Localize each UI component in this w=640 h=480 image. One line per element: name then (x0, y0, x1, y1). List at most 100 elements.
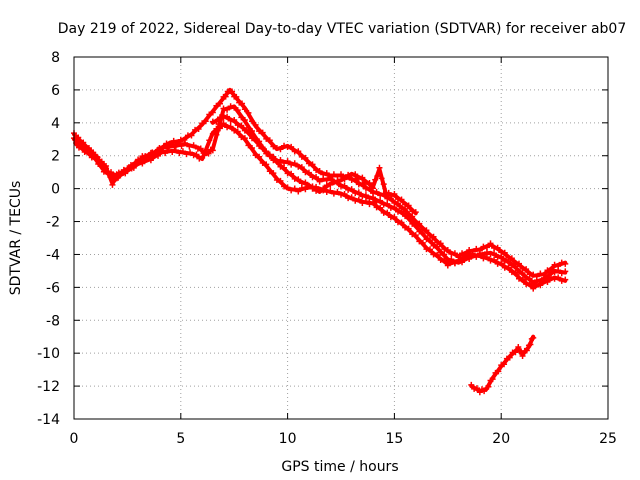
data-point (98, 162, 105, 169)
data-point (85, 149, 92, 156)
data-point (245, 129, 252, 136)
data-point (273, 176, 280, 183)
data-point (489, 376, 496, 383)
data-point (187, 149, 194, 156)
x-tick-label: 10 (279, 431, 297, 447)
data-point (227, 123, 234, 130)
data-point (409, 208, 416, 215)
data-point (234, 128, 241, 135)
data-point (186, 143, 193, 150)
data-point (555, 274, 562, 281)
data-point (508, 255, 515, 262)
series-track-a (71, 87, 569, 280)
data-point (498, 362, 505, 369)
data-point (288, 187, 295, 194)
data-point (266, 137, 273, 144)
data-point (323, 170, 330, 177)
data-point (78, 144, 85, 151)
data-point (348, 172, 355, 179)
data-point (412, 222, 419, 229)
data-point (295, 176, 302, 183)
data-point (526, 275, 533, 282)
data-point (485, 383, 492, 390)
data-point (471, 385, 478, 392)
data-point (334, 179, 341, 186)
data-point (402, 224, 409, 231)
data-point (220, 114, 227, 121)
data-point (469, 250, 476, 257)
data-point (252, 136, 259, 143)
data-point (270, 143, 277, 150)
data-point (147, 157, 154, 164)
data-point (224, 124, 231, 131)
data-point (430, 233, 437, 240)
data-point (523, 266, 530, 273)
data-point (330, 190, 337, 197)
data-point (501, 249, 508, 256)
data-point (338, 191, 344, 198)
data-point (330, 178, 337, 185)
data-point (92, 154, 99, 161)
data-point (473, 385, 480, 392)
data-point (548, 274, 555, 281)
data-point (348, 186, 355, 193)
data-point (284, 184, 291, 191)
data-point (199, 120, 206, 127)
data-point (122, 170, 129, 177)
data-point (338, 183, 344, 190)
data-point (165, 147, 172, 154)
data-point (323, 189, 330, 196)
data-point (316, 178, 323, 185)
data-point (231, 127, 238, 134)
data-point (558, 270, 565, 277)
data-point (167, 142, 174, 149)
data-point (139, 153, 146, 160)
data-point (537, 282, 544, 289)
data-point (155, 152, 162, 159)
data-point (398, 208, 405, 215)
data-point (385, 189, 392, 196)
data-point (494, 260, 501, 267)
data-point (231, 116, 238, 123)
data-point (327, 187, 334, 194)
data-point (327, 174, 334, 181)
data-point (362, 192, 369, 199)
data-point (495, 368, 502, 375)
data-point (473, 253, 480, 260)
data-point (558, 277, 565, 284)
data-point (391, 191, 398, 198)
data-point (476, 251, 483, 258)
x-tick-label: 15 (385, 431, 403, 447)
data-point (249, 127, 255, 134)
data-point (444, 262, 451, 269)
data-point (256, 128, 263, 135)
data-point (512, 270, 519, 276)
data-point (327, 181, 334, 188)
data-point (468, 381, 475, 388)
data-point (341, 182, 348, 189)
data-point (176, 150, 183, 157)
data-point (501, 361, 508, 368)
data-point (491, 256, 498, 263)
data-point (320, 175, 327, 182)
data-point (266, 168, 273, 175)
data-point (224, 113, 231, 120)
data-point (345, 195, 352, 202)
data-point (384, 209, 391, 216)
data-point (555, 267, 562, 274)
data-point (241, 135, 248, 142)
data-point (209, 109, 216, 116)
data-point (487, 251, 494, 258)
y-tick-label: 8 (51, 50, 60, 66)
data-point (372, 176, 379, 183)
data-point (302, 179, 309, 186)
data-point (366, 195, 373, 202)
data-point (391, 214, 398, 221)
data-point (245, 142, 252, 149)
data-point (416, 228, 423, 235)
data-point (249, 144, 255, 151)
data-point (238, 122, 245, 129)
data-point (355, 175, 362, 182)
data-point (519, 270, 526, 276)
data-point (162, 150, 169, 157)
